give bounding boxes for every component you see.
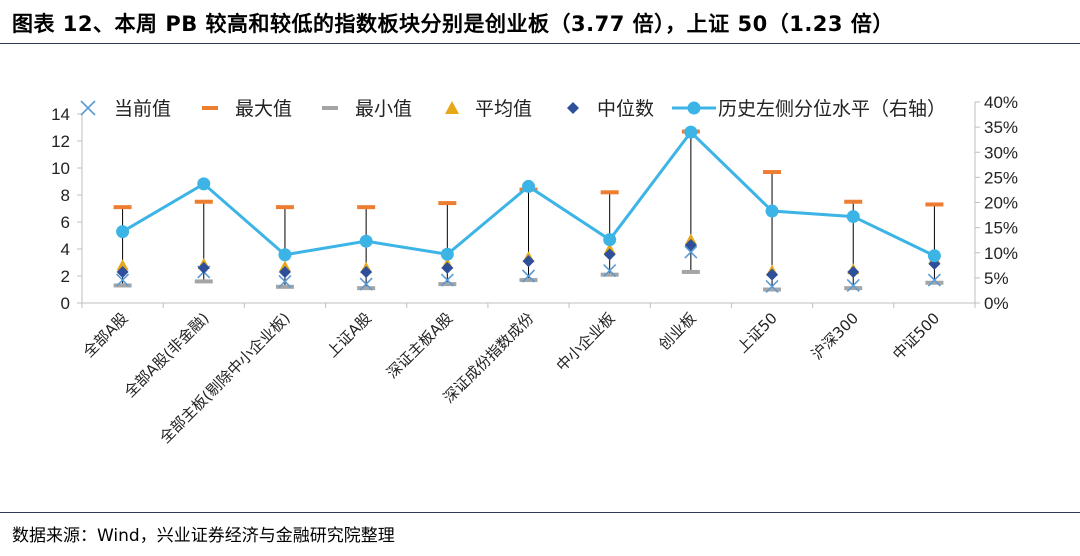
legend-label: 中位数 xyxy=(597,98,654,120)
max-marker xyxy=(763,170,782,175)
median-marker xyxy=(847,265,860,278)
max-marker xyxy=(275,205,294,210)
percentile-point xyxy=(278,248,292,262)
title-rule xyxy=(0,43,1080,44)
y-left-tick-label: 8 xyxy=(61,186,70,205)
x-category-label: 上证50 xyxy=(733,309,780,356)
y-left-tick-label: 10 xyxy=(51,159,70,178)
median-marker xyxy=(278,265,291,278)
median-marker xyxy=(684,238,697,251)
median-marker xyxy=(116,265,129,278)
min-marker xyxy=(438,282,457,287)
current-marker xyxy=(359,277,373,291)
source-rule xyxy=(0,512,1080,513)
min-marker xyxy=(519,278,538,283)
y-right-tick-label: 0% xyxy=(984,294,1009,313)
max-marker xyxy=(113,205,132,210)
median-marker xyxy=(197,261,210,274)
percentile-point xyxy=(197,177,211,191)
current-marker xyxy=(521,269,536,283)
legend-label: 最小值 xyxy=(355,98,412,120)
x-category-label: 中小企业板 xyxy=(553,309,619,375)
legend-label: 最大值 xyxy=(235,98,292,120)
max-marker xyxy=(194,199,213,204)
max-marker xyxy=(600,190,619,195)
chart: 0 2 4 6 8 10 12 14 0% 5% 10% 15% 20% 25% 30% 35% 40% 全部A股… xyxy=(51,93,1018,447)
x-category-label: 全部A股 xyxy=(80,309,132,361)
figure-title: 图表 12、本周 PB 较高和较低的指数板块分别是创业板（3.77 倍），上证 … xyxy=(12,12,894,36)
median-marker xyxy=(441,261,454,274)
percentile-point xyxy=(116,225,130,239)
legend-label: 当前值 xyxy=(114,98,171,120)
y-right-tick-label: 15% xyxy=(984,219,1018,238)
legend-median-symbol xyxy=(567,102,579,114)
y-left-tick-label: 4 xyxy=(61,240,70,259)
y-right-tick-label: 5% xyxy=(984,269,1009,288)
percentile-point xyxy=(603,233,617,247)
min-marker xyxy=(600,272,619,277)
y-right-tick-label: 10% xyxy=(984,244,1018,263)
min-marker xyxy=(844,286,863,291)
max-marker xyxy=(844,199,863,204)
median-marker xyxy=(766,268,779,281)
percentile-point xyxy=(359,234,373,248)
source-note: 数据来源：Wind，兴业证券经济与金融研究院整理 xyxy=(12,526,395,546)
min-marker xyxy=(194,279,213,284)
percentile-point xyxy=(846,210,860,224)
x-category-label: 沪深300 xyxy=(808,309,862,363)
current-marker xyxy=(765,279,779,293)
current-marker xyxy=(440,273,454,287)
median-marker xyxy=(360,265,373,278)
legend-label: 历史左侧分位水平（右轴） xyxy=(718,98,946,120)
y-right-tick-label: 25% xyxy=(984,168,1018,187)
y-left-tick-label: 2 xyxy=(61,267,70,286)
current-marker xyxy=(927,273,941,287)
y-right-tick-label: 20% xyxy=(984,194,1018,213)
y-left-tick-label: 12 xyxy=(51,132,70,151)
legend-average-symbol xyxy=(445,101,459,114)
current-marker xyxy=(116,273,130,287)
average-marker xyxy=(116,259,129,271)
x-category-label: 创业板 xyxy=(655,309,700,354)
x-category-label: 上证A股 xyxy=(323,309,375,361)
legend-current-symbol xyxy=(80,100,96,116)
x-category-label: 深证主板A股 xyxy=(383,309,456,382)
x-category-label: 全部主板(剔除中小企业板) xyxy=(156,309,294,447)
current-marker xyxy=(603,264,617,278)
max-marker xyxy=(925,202,944,207)
median-marker xyxy=(603,248,616,261)
legend-min-symbol xyxy=(322,106,338,110)
percentile-point xyxy=(522,179,535,193)
min-marker xyxy=(681,269,700,274)
legend-max-symbol xyxy=(202,106,218,110)
max-marker xyxy=(357,205,376,210)
percentile-point xyxy=(684,125,698,139)
y-left-tick-label: 0 xyxy=(61,294,70,313)
min-marker xyxy=(357,286,376,291)
current-marker xyxy=(684,245,698,259)
y-left-tick-label: 14 xyxy=(51,105,70,124)
max-marker xyxy=(438,201,457,206)
percentile-point xyxy=(765,204,779,218)
x-category-label: 中证500 xyxy=(889,309,943,363)
legend-percentile-symbol xyxy=(687,101,701,115)
x-category-label: 全部A股(非金融) xyxy=(121,309,213,401)
y-right-tick-label: 40% xyxy=(984,93,1018,112)
x-category-label: 深证成份指数成份 xyxy=(440,309,538,407)
y-right-tick-label: 35% xyxy=(984,118,1018,137)
percentile-point xyxy=(927,249,941,263)
min-marker xyxy=(763,287,782,292)
y-right-tick-label: 30% xyxy=(984,143,1018,162)
min-marker xyxy=(925,280,944,285)
median-marker xyxy=(522,255,535,268)
current-marker xyxy=(278,274,292,288)
y-left-tick-label: 6 xyxy=(61,213,70,232)
min-marker xyxy=(113,283,132,288)
min-marker xyxy=(275,284,294,289)
current-marker xyxy=(846,278,860,293)
legend-label: 平均值 xyxy=(475,98,532,120)
percentile-point xyxy=(440,247,454,261)
